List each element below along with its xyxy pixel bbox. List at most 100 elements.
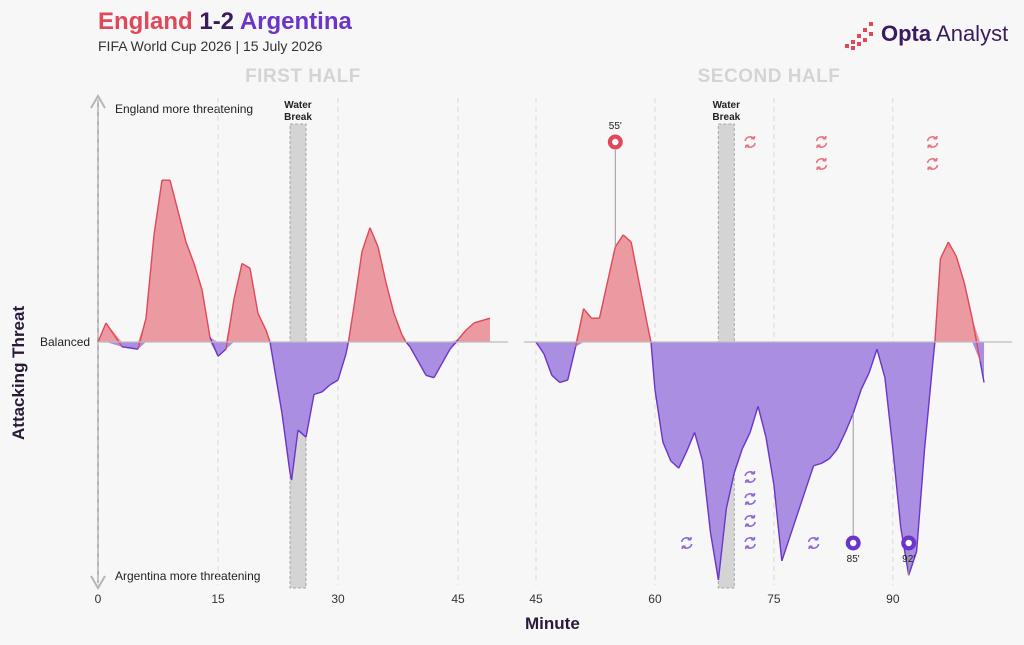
- second-half-series-line: [963, 282, 973, 319]
- substitution-icon: [815, 157, 828, 171]
- first-half-series-line: [393, 313, 403, 336]
- second-half-series-line: [650, 341, 656, 390]
- second-half-series-line: [583, 308, 593, 319]
- first-half-series-line: [185, 241, 195, 264]
- first-half-series-line: [249, 268, 259, 314]
- y-axis-title: Attacking Threat: [9, 305, 28, 440]
- substitution-icon: [680, 536, 693, 550]
- first-half-series-line: [321, 384, 331, 393]
- first-half-series-line: [405, 341, 411, 348]
- substitution-icon: [926, 135, 939, 149]
- second-half-series-line: [567, 346, 577, 381]
- second-half-series-line: [725, 472, 735, 509]
- first-half-england-area: [98, 180, 490, 342]
- opta-logo-icon: [845, 22, 873, 50]
- substitution-icon: [744, 492, 756, 506]
- first-half-series-line: [269, 341, 275, 366]
- first-half-series-line: [281, 413, 291, 473]
- y-axis-arrow-down: [90, 575, 106, 590]
- second-half-series-line: [781, 536, 791, 562]
- second-half-england-area: [536, 234, 985, 342]
- first-half-series-line: [305, 394, 315, 438]
- title-team-away: Argentina: [239, 8, 352, 35]
- second-half-series-line: [892, 449, 902, 528]
- title-team-home: England: [98, 8, 193, 35]
- first-half-series-line: [417, 360, 427, 376]
- first-half-argentina-area: [98, 342, 490, 480]
- second-half-series-line: [646, 322, 652, 343]
- second-half-tick-label: 60: [648, 592, 662, 606]
- substitution-icon: [744, 470, 756, 484]
- second-half-water-break-label: Break: [712, 112, 740, 123]
- second-half-series-line: [757, 406, 767, 438]
- second-half-series-line: [789, 513, 799, 538]
- second-half-series-line: [535, 341, 545, 355]
- goal-minute-label: 85': [847, 554, 860, 565]
- second-half-series-line: [701, 460, 712, 533]
- second-half-series-line: [606, 246, 616, 283]
- opta-analyst-logo: Opta Analyst: [845, 18, 1015, 50]
- second-half-series-line: [709, 532, 720, 581]
- substitution-icon: [744, 514, 756, 528]
- first-half-series-line: [105, 322, 123, 348]
- second-half-series-line: [955, 256, 965, 283]
- first-half-series-line: [145, 234, 155, 319]
- second-half-series-line: [654, 389, 664, 443]
- goal-ball-icon-center: [850, 539, 857, 547]
- first-half-series-line: [290, 429, 299, 481]
- first-half-series-line: [177, 210, 187, 243]
- first-half-series-line: [441, 348, 451, 364]
- substitution-icon: [815, 135, 828, 149]
- second-half-series-line: [574, 308, 585, 347]
- first-half-tick-label: 45: [451, 592, 465, 606]
- first-half-series-line: [121, 346, 139, 350]
- second-half-series-line: [844, 413, 854, 433]
- first-half-series-line: [193, 263, 203, 290]
- first-half-series-line: [169, 179, 179, 212]
- first-half-series-line: [153, 180, 163, 236]
- second-half-series-line: [717, 508, 728, 581]
- first-half-tick-label: 15: [211, 592, 225, 606]
- second-half-series-line: [908, 551, 918, 576]
- first-half-series-line: [225, 299, 235, 350]
- second-half-series-line: [797, 489, 807, 514]
- second-half-series-line: [852, 389, 862, 414]
- first-half-series-line: [137, 318, 147, 350]
- second-half-series-line: [630, 241, 640, 283]
- first-half-series-line: [329, 379, 339, 386]
- goal-ball-icon-center: [905, 539, 912, 547]
- y-top-label: England more threatening: [115, 102, 253, 116]
- second-half-series-line: [749, 406, 759, 433]
- second-half-series-line: [638, 282, 648, 324]
- second-half-series-line: [765, 437, 775, 485]
- first-half-series-line: [457, 329, 467, 341]
- second-half-series-line: [979, 360, 985, 383]
- y-axis-arrow-up: [90, 94, 106, 109]
- second-half-series-line: [551, 374, 561, 383]
- first-half-tick-label: 0: [95, 592, 102, 606]
- goal-minute-label: 55': [609, 121, 622, 132]
- second-half-tick-label: 75: [767, 592, 781, 606]
- first-half-series-line: [297, 429, 307, 438]
- substitution-icon: [926, 157, 939, 171]
- second-half-series-line: [821, 458, 830, 464]
- second-half-series-line: [836, 432, 846, 450]
- first-half-series-line: [425, 374, 435, 379]
- y-bottom-label: Argentina more threatening: [115, 569, 260, 583]
- first-half-series-line: [257, 313, 267, 331]
- second-half-series-line: [622, 234, 632, 243]
- logo-wordmark: Opta Analyst: [881, 21, 1009, 46]
- second-half-series-line: [939, 241, 949, 260]
- first-half-series-line: [233, 263, 243, 300]
- first-half-series-line: [241, 262, 251, 269]
- second-half-series-line: [598, 282, 609, 319]
- second-half-series-line: [678, 451, 688, 469]
- second-half-series-line: [693, 432, 704, 462]
- first-half-series-line: [97, 322, 107, 343]
- title-score: 1-2: [199, 8, 235, 35]
- goal-ball-icon-center: [612, 138, 619, 146]
- second-half-series-line: [971, 318, 981, 362]
- second-half-series-line: [947, 241, 957, 257]
- substitution-icon: [744, 536, 756, 550]
- second-half-series-line: [813, 462, 822, 467]
